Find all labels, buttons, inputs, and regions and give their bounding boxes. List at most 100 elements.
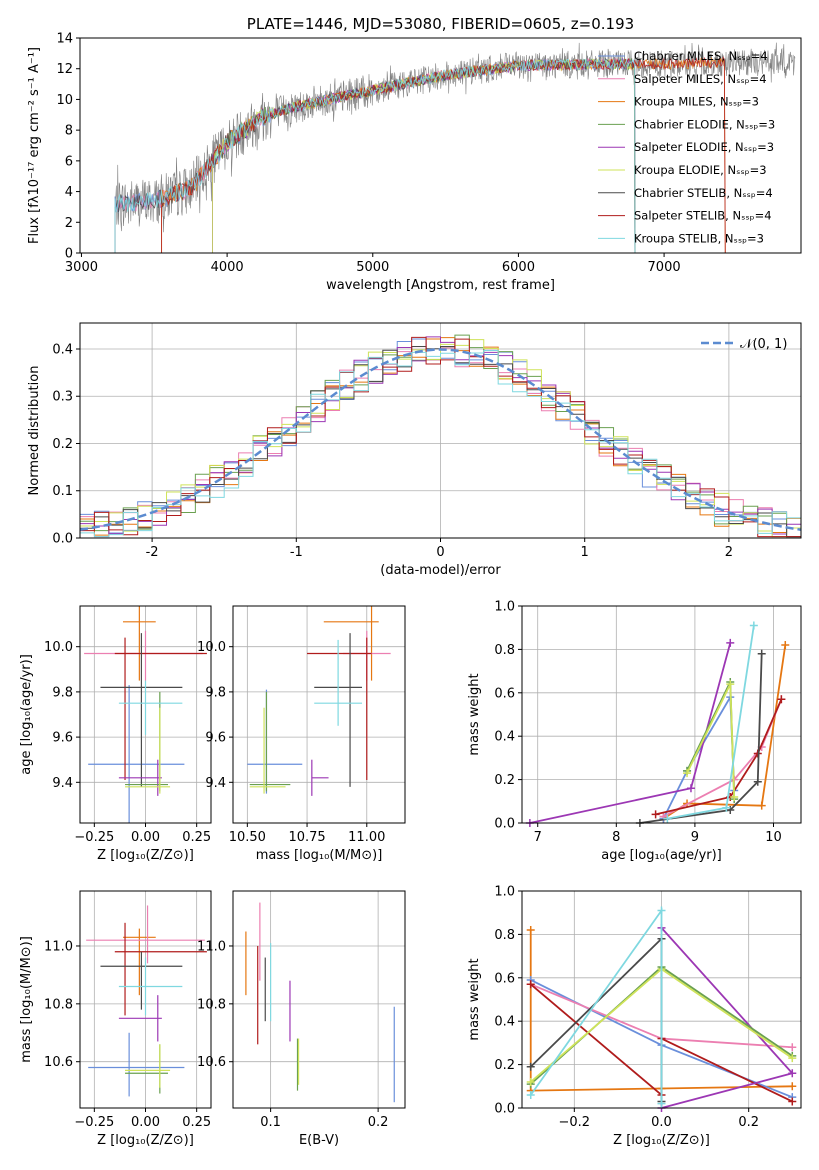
histogram-series [80,336,801,538]
x-tick-label: 0.25 [182,830,211,845]
x-tick-label: 4000 [211,260,244,275]
mass-weight-series [686,681,736,800]
plus-marker [757,801,766,810]
x-tick-label: 5000 [356,260,389,275]
plus-marker [726,638,735,647]
legend-entry: Kroupa STELIB, Nₛₛₚ=3 [634,231,764,245]
y-tick-label: 10 [56,93,73,108]
x-axis-label: Z [log₁₀(Z/Z⊙)] [97,1133,194,1148]
y-tick-label: 0.6 [494,971,515,986]
errorbar-plot [86,905,207,1097]
x-tick-label: 7 [534,830,542,845]
panel-massweight-vs-age: 7 8 9 10 0.0 0.2 0.4 0.6 0.8 1.0 age [log₁₀(age/yr… [467,600,802,863]
panel-mass-vs-EBV: 0.1 0.2 10.6 10.8 11.0 E(B-V) [197,890,406,1148]
y-tick-label: 4 [65,185,73,200]
y-tick-label: 11.0 [44,939,73,954]
plus-marker [753,777,762,786]
legend-entry: Kroupa ELODIE, Nₛₛₚ=3 [634,163,767,177]
mass-weight-series [660,927,794,1109]
plus-marker [686,784,695,793]
x-tick-label: 0.0 [651,1115,672,1130]
x-tick-label: -2 [146,545,159,560]
plus-marker [663,814,672,823]
y-axis-label: Flux [fλ10⁻¹⁷ erg cm⁻² s⁻¹ A⁻¹] [27,47,42,244]
plus-marker [526,926,535,935]
x-axis-label: wavelength [Angstrom, rest frame] [326,278,555,293]
plus-marker [726,680,735,689]
y-axis-label: mass [log₁₀(M/M⊙)] [19,936,34,1063]
legend-entry: Chabrier ELODIE, Nₛₛₚ=3 [634,117,775,131]
x-tick-label: -1 [290,545,303,560]
y-tick-label: 0.2 [52,437,73,452]
x-tick-label: 0.2 [738,1115,759,1130]
plus-marker [777,695,786,704]
y-tick-label: 0.2 [494,1058,515,1073]
y-tick-label: 6 [65,154,73,169]
histogram-series [80,339,801,538]
panel-age-vs-mass: 10.50 10.75 11.00 9.4 9.6 9.8 10.0 mass [log₁₀(… [197,605,406,863]
panel-spectrum: 3000 4000 5000 6000 7000 0 2 4 6 8 10 12 14 Chabrier … [27,15,802,293]
y-tick-label: 1.0 [494,600,515,615]
x-tick-label: 1 [581,545,589,560]
mass-weight-series [655,698,783,816]
plus-marker [722,803,731,812]
x-tick-label: 0 [436,545,444,560]
y-tick-label: 14 [56,32,73,47]
x-tick-label: 3000 [65,260,98,275]
y-tick-label: 0.1 [52,484,73,499]
plus-marker [788,1054,797,1063]
panel-residuals: -2 -1 0 1 2 0.0 0.1 0.2 0.3 0.4 𝒩(0, 1) (data-model… [27,322,802,578]
plot-frame [232,605,406,824]
panel-mass-vs-Z: −0.25 0.00 0.25 10.6 10.8 11.0 Z [log₁₀(Z/Z⊙)]… [19,890,212,1148]
mass-weight-series [639,653,763,824]
y-tick-label: 0.2 [494,773,515,788]
y-axis-label: age [log₁₀(age/yr)] [19,654,34,775]
x-tick-label: −0.25 [74,830,114,845]
x-axis-label: E(B-V) [299,1133,339,1148]
y-tick-label: 9.8 [205,685,226,700]
legend-entry: Chabrier STELIB, Nₛₛₚ=4 [634,186,773,200]
y-axis-label: mass weight [467,958,482,1040]
x-axis-label: age [log₁₀(age/yr)] [601,848,722,863]
errorbar-plot [245,902,395,1103]
plus-marker [526,1062,535,1071]
x-axis-label: mass [log₁₀(M/M⊙)] [256,848,383,863]
x-tick-label: 9 [691,830,699,845]
mass-weight-series [529,930,793,1092]
plus-marker [788,1069,797,1078]
y-tick-label: 0.4 [52,342,73,357]
errorbar-plot [84,606,207,823]
y-tick-label: 0.4 [494,1015,515,1030]
model-series [114,58,636,253]
x-tick-label: −0.25 [74,1115,114,1130]
x-tick-label: 10.75 [288,830,325,845]
histogram-series [80,345,801,538]
mass-weight-series [529,642,732,824]
y-tick-label: 0 [65,247,73,262]
x-axis-label: Z [log₁₀(Z/Z⊙)] [97,848,194,863]
y-tick-label: 0.0 [494,817,515,832]
x-tick-label: −0.2 [559,1115,591,1130]
legend-entry: Kroupa MILES, Nₛₛₚ=3 [634,95,759,109]
chart-title: PLATE=1446, MJD=53080, FIBERID=0605, z=0… [247,15,634,33]
plus-marker [749,621,758,630]
model-series [212,57,636,253]
y-tick-label: 0.8 [494,643,515,658]
y-tick-label: 0.0 [52,532,73,547]
legend-entry: Chabrier MILES, Nₛₛₚ=4 [634,49,768,63]
histogram-series [80,349,801,538]
plus-marker [730,792,739,801]
mass-weight-series [530,936,663,1102]
plot-frame [79,37,802,254]
spectrum-plot [114,42,796,253]
y-tick-label: 9.6 [205,731,226,746]
panel-massweight-vs-Z: −0.2 0.0 0.2 0.0 0.2 0.4 0.6 0.8 1.0 Z [log₁₀(Z/Z… [467,885,802,1148]
plot-frame [232,890,406,1109]
plus-marker [788,1082,797,1091]
model-series [161,55,726,253]
plot-frame [521,605,802,824]
x-tick-label: 0.00 [131,830,160,845]
plus-marker [651,810,660,819]
plus-marker [683,769,692,778]
